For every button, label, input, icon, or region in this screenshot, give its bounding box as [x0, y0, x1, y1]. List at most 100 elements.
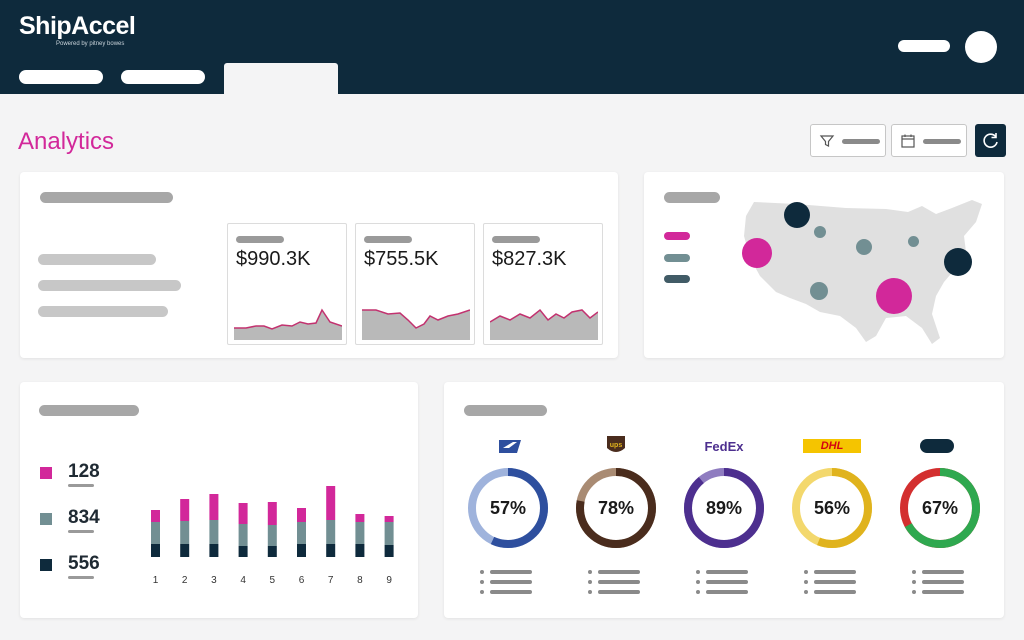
donut-ring	[900, 468, 980, 548]
bar-segment[interactable]	[209, 520, 219, 544]
text-placeholder	[814, 580, 856, 584]
filter-button[interactable]	[810, 124, 886, 157]
nav-tab-active[interactable]	[224, 63, 338, 94]
bullet	[912, 590, 916, 594]
text-line	[38, 280, 181, 291]
bar-segment[interactable]	[180, 521, 190, 544]
bar-segment[interactable]	[297, 522, 306, 544]
text-placeholder	[706, 590, 748, 594]
donut-percent: 57%	[489, 498, 527, 518]
bar-segment[interactable]	[209, 544, 219, 557]
bar-segment[interactable]	[267, 525, 277, 546]
card-title	[39, 405, 139, 416]
svg-text:ups: ups	[610, 442, 623, 449]
bar-segment[interactable]	[355, 544, 365, 557]
date-button[interactable]	[891, 124, 967, 157]
map-point[interactable]	[856, 239, 872, 255]
ups-shield-icon: ups	[607, 436, 625, 452]
bar-segment[interactable]	[384, 516, 394, 522]
text-placeholder	[922, 580, 964, 584]
map-point[interactable]	[908, 236, 919, 247]
legend-swatch	[40, 467, 52, 479]
bar-segment[interactable]	[384, 522, 394, 545]
bar-segment[interactable]	[355, 514, 365, 522]
map-legend-swatch	[664, 275, 690, 283]
legend-underline	[68, 484, 94, 487]
card-title	[40, 192, 173, 203]
bar-segment[interactable]	[267, 502, 277, 525]
text-placeholder	[706, 580, 748, 584]
bar-segment[interactable]	[326, 486, 336, 520]
metric-card[interactable]: $755.5K	[355, 223, 475, 345]
x-tick-label: 1	[153, 575, 159, 586]
bar-segment[interactable]	[297, 508, 306, 522]
map-point[interactable]	[814, 226, 826, 238]
bar-segment[interactable]	[267, 546, 277, 557]
text-placeholder	[598, 590, 640, 594]
map-card	[644, 172, 1004, 358]
bar-segment[interactable]	[151, 544, 160, 557]
stacked-bar-chart: 1 2 3 4 5 6 7 8 9	[151, 486, 394, 586]
map-legend-swatch	[664, 254, 690, 262]
refresh-icon	[983, 133, 998, 148]
bar-segment[interactable]	[355, 522, 365, 544]
text-placeholder	[490, 570, 532, 574]
carrier-donut[interactable]: 78%	[574, 466, 658, 550]
legend-underline	[68, 530, 94, 533]
donut-fill	[576, 468, 656, 548]
map-legend-swatch	[664, 232, 690, 240]
donut-percent: 56%	[813, 498, 851, 518]
text-placeholder	[922, 570, 964, 574]
donut-ring	[468, 468, 548, 548]
carrier-donut[interactable]: 89%	[682, 466, 766, 550]
bullet	[804, 570, 808, 574]
carrier-donut[interactable]: 67%	[898, 466, 982, 550]
bar-segment[interactable]	[151, 522, 160, 544]
map-point[interactable]	[784, 202, 810, 228]
bullet	[480, 590, 484, 594]
metric-card[interactable]: $827.3K	[483, 223, 603, 345]
donut-fill	[900, 468, 980, 548]
bar-segment[interactable]	[151, 510, 160, 522]
map-point[interactable]	[742, 238, 772, 268]
bar-segment[interactable]	[384, 545, 394, 557]
bar-segment[interactable]	[238, 546, 248, 557]
bar-segment[interactable]	[180, 499, 190, 521]
x-tick-label: 2	[182, 575, 188, 586]
bar-segment[interactable]	[238, 503, 248, 524]
carrier-donut[interactable]: 57%	[466, 466, 550, 550]
bullet	[912, 580, 916, 584]
sparkline	[490, 308, 598, 340]
app-header: ShipAccel Powered by pitney bowes	[0, 0, 1024, 94]
legend-swatch	[40, 513, 52, 525]
bullet	[912, 570, 916, 574]
donut-fill	[792, 468, 872, 548]
user-menu[interactable]	[898, 40, 950, 52]
bullet	[804, 590, 808, 594]
bar-segment[interactable]	[238, 524, 248, 546]
text-placeholder	[598, 580, 640, 584]
nav-tab-1[interactable]	[19, 70, 103, 84]
carrier-donut[interactable]: 56%	[790, 466, 874, 550]
bar-segment[interactable]	[326, 544, 336, 557]
bullet	[696, 580, 700, 584]
map-point[interactable]	[876, 278, 912, 314]
date-label	[923, 139, 961, 144]
metric-card[interactable]: $990.3K	[227, 223, 347, 345]
avatar[interactable]	[965, 31, 997, 63]
map-point[interactable]	[944, 248, 972, 276]
bar-segment[interactable]	[326, 520, 336, 544]
legend-value: 128	[68, 461, 100, 482]
x-tick-label: 6	[299, 575, 305, 586]
x-tick-label: 5	[270, 575, 276, 586]
bar-segment[interactable]	[297, 544, 306, 557]
donut-ring	[792, 468, 872, 548]
bar-segment[interactable]	[209, 494, 219, 520]
refresh-button[interactable]	[975, 124, 1006, 157]
bullet	[588, 580, 592, 584]
bar-segment[interactable]	[180, 544, 190, 557]
x-tick-label: 9	[386, 575, 392, 586]
map-point[interactable]	[810, 282, 828, 300]
donut-fill	[468, 468, 548, 548]
nav-tab-2[interactable]	[121, 70, 205, 84]
